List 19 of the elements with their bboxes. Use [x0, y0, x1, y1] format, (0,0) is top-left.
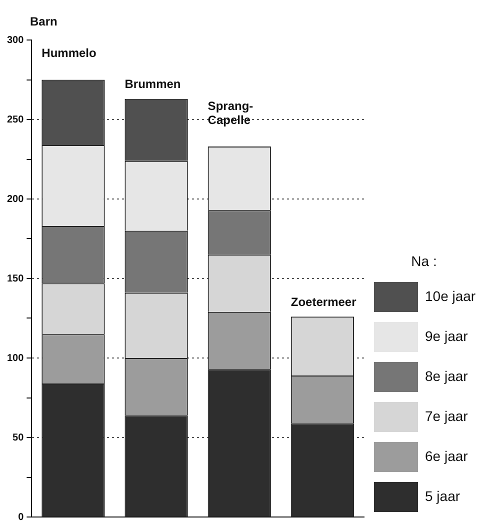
- x-tick-label: Brummen: [124, 77, 181, 92]
- legend-title: Na :: [411, 253, 437, 270]
- legend-label: 8e jaar: [425, 368, 468, 384]
- y-axis-title: Barn: [30, 14, 58, 28]
- y-tick-label: 0: [18, 512, 24, 523]
- x-tick-label: Hummelo: [42, 46, 96, 60]
- legend-label: 9e jaar: [425, 328, 468, 344]
- legend-label: 10e jaar: [425, 288, 476, 304]
- y-tick-label: 50: [12, 432, 24, 444]
- x-tick-label: Sprang-Capelle: [208, 98, 254, 127]
- y-tick-label: 200: [6, 194, 24, 205]
- y-tick-label: 250: [6, 114, 24, 126]
- legend-label: 5 jaar: [425, 488, 460, 504]
- legend-label: 7e jaar: [425, 408, 468, 424]
- x-tick-label: Zoetermeer: [290, 294, 357, 309]
- y-tick-label: 300: [6, 34, 24, 46]
- legend-label: 6e jaar: [425, 448, 468, 464]
- y-tick-label: 100: [6, 352, 24, 364]
- y-tick-label: 150: [6, 273, 24, 284]
